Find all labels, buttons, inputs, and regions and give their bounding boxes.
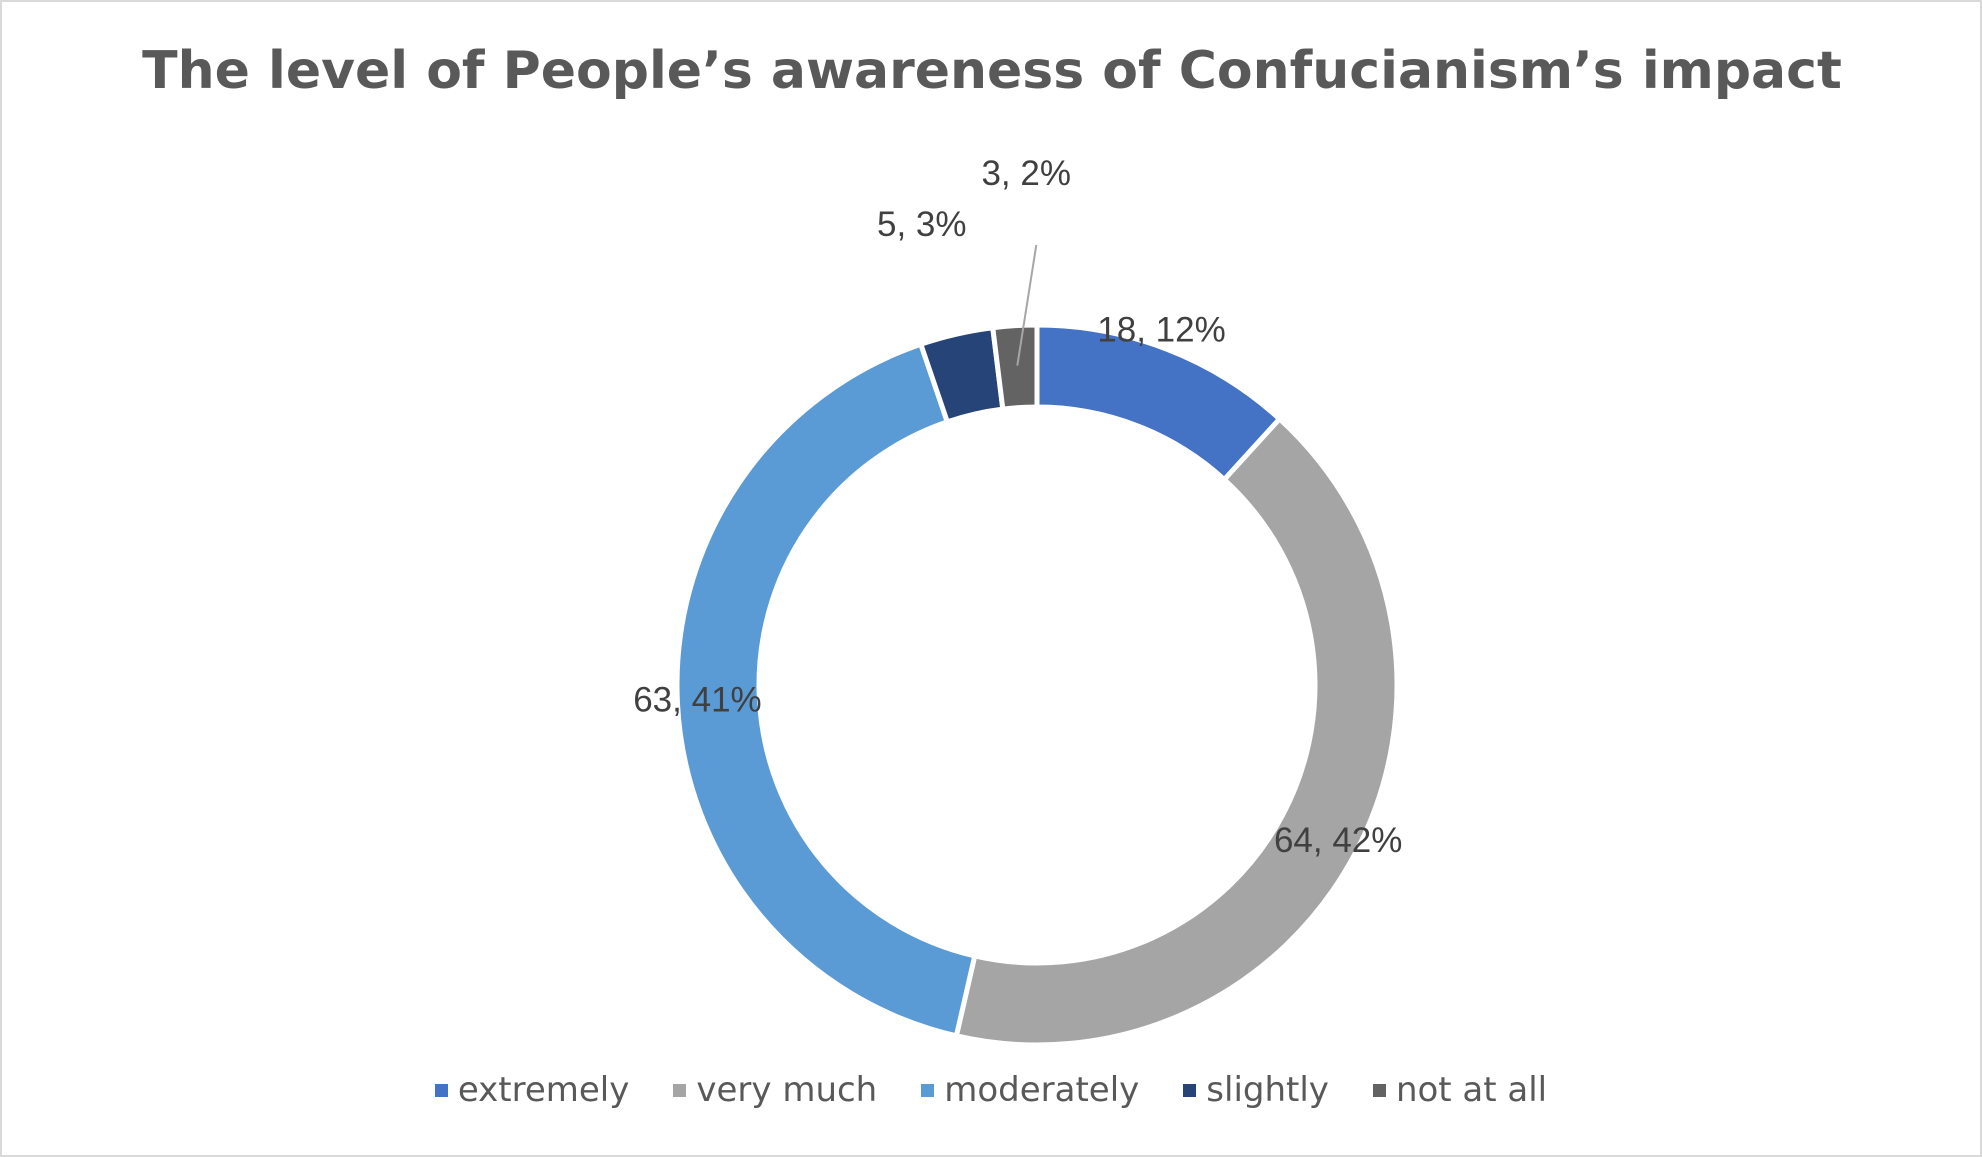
legend-swatch bbox=[673, 1083, 687, 1097]
legend-label: moderately bbox=[944, 1070, 1140, 1110]
slices-group bbox=[674, 322, 1400, 1048]
legend-swatch bbox=[434, 1083, 448, 1097]
data-label-moderately: 63, 41% bbox=[633, 681, 761, 720]
legend-label: extremely bbox=[457, 1070, 630, 1110]
legend-label: not at all bbox=[1395, 1070, 1548, 1110]
leader-line-not-at-all bbox=[1016, 244, 1038, 366]
slice-very-much bbox=[953, 415, 1400, 1048]
legend-swatch bbox=[1183, 1083, 1197, 1097]
data-label-very-much: 64, 42% bbox=[1274, 821, 1402, 860]
data-label-extremely: 18, 12% bbox=[1097, 310, 1225, 349]
legend-item-not-at-all: not at all bbox=[1372, 1070, 1548, 1110]
data-label-slightly: 5, 3% bbox=[877, 205, 967, 244]
legend-swatch bbox=[1372, 1083, 1386, 1097]
legend-item-very-much: very much bbox=[673, 1070, 877, 1110]
legend-item-slightly: slightly bbox=[1183, 1070, 1329, 1110]
legend-label: slightly bbox=[1206, 1070, 1329, 1110]
chart-title: The level of People’s awareness of Confu… bbox=[142, 41, 1842, 101]
slice-moderately bbox=[674, 341, 978, 1039]
legend: extremely very much moderately slightly not … bbox=[2, 1070, 1980, 1110]
legend-item-extremely: extremely bbox=[434, 1070, 630, 1110]
legend-swatch bbox=[921, 1083, 935, 1097]
data-labels-group: 18, 12% 64, 42% 63, 41% 5, 3% 3, 2% bbox=[633, 154, 1402, 860]
slice-not-at-all bbox=[989, 322, 1040, 412]
legend-item-moderately: moderately bbox=[921, 1070, 1139, 1110]
legend-label: very much bbox=[696, 1070, 878, 1110]
data-label-not-at-all: 3, 2% bbox=[981, 154, 1071, 193]
